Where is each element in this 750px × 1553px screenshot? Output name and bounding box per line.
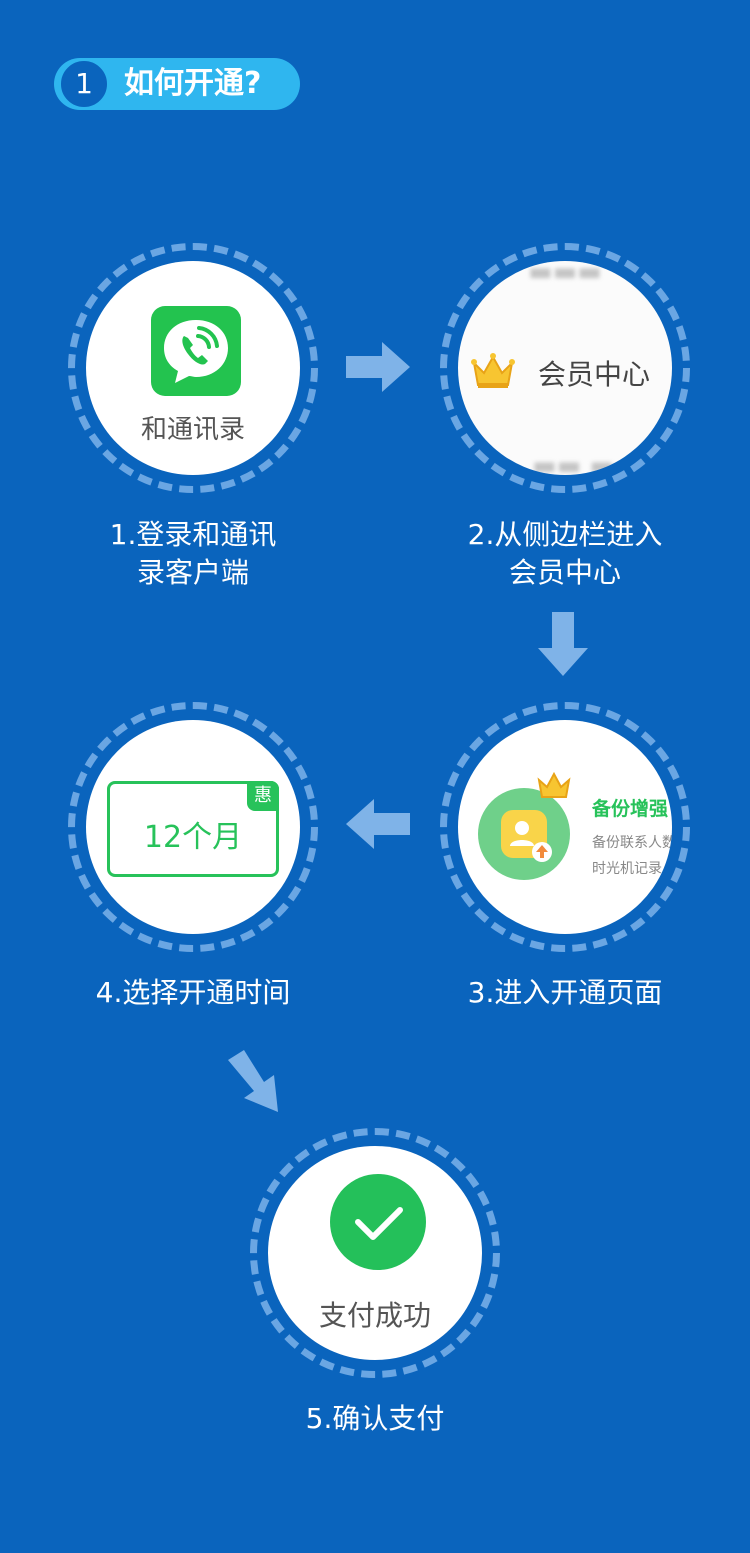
arrow-right-icon — [346, 342, 410, 392]
feature-desc-1: 备份联系人数 — [592, 835, 672, 851]
arrow-left-icon — [346, 799, 410, 849]
blurred-menu-top: ▬▬▬ — [528, 261, 602, 287]
step-2-label-line2: 会员中心 — [508, 556, 621, 589]
blurred-menu-bottom: ▬▬ ▬ — [532, 451, 614, 475]
member-center-menu-item: 会员中心 — [538, 358, 651, 391]
header-title: 如何开通? — [124, 66, 262, 101]
step-2-circle: ▬▬▬ 会员中心 ▬▬ ▬ — [440, 243, 690, 493]
plan-option-12-months: 12个月 惠 — [107, 781, 279, 877]
step-4-circle: 12个月 惠 — [68, 702, 318, 952]
check-icon — [330, 1174, 426, 1270]
step-5-label: 5.确认支付 — [305, 1402, 445, 1435]
step-4-label: 4.选择开通时间 — [95, 976, 291, 1009]
contact-backup-icon — [478, 788, 570, 880]
step-2-label-line1: 2.从侧边栏进入 — [467, 518, 663, 551]
arrow-down-icon — [538, 612, 588, 676]
step-3-label: 3.进入开通页面 — [467, 976, 663, 1009]
crown-icon — [470, 351, 516, 395]
feature-desc-2: 时光机记录 — [592, 861, 662, 877]
step-1-circle: 和通讯录 — [68, 243, 318, 493]
header-number: 1 — [58, 58, 110, 110]
app-name: 和通讯录 — [140, 415, 245, 445]
step-5-circle: 支付成功 — [250, 1128, 500, 1378]
step-3-circle: 备份增强 备份联系人数 时光机记录 — [440, 702, 690, 952]
discount-badge: 惠 — [247, 781, 279, 811]
step-1-label-line2: 录客户端 — [136, 556, 249, 589]
feature-title: 备份增强 — [592, 798, 669, 820]
payment-status: 支付成功 — [318, 1299, 431, 1332]
arrow-diagonal-icon — [228, 1050, 278, 1112]
step-2-label: 2.从侧边栏进入 会员中心 — [440, 516, 690, 592]
crown-small-icon — [537, 771, 571, 798]
step-1-label-line1: 1.登录和通讯 — [109, 518, 277, 551]
phone-chat-icon — [151, 306, 241, 396]
plan-text: 12个月 — [143, 820, 243, 855]
step-1-label: 1.登录和通讯 录客户端 — [68, 516, 318, 592]
